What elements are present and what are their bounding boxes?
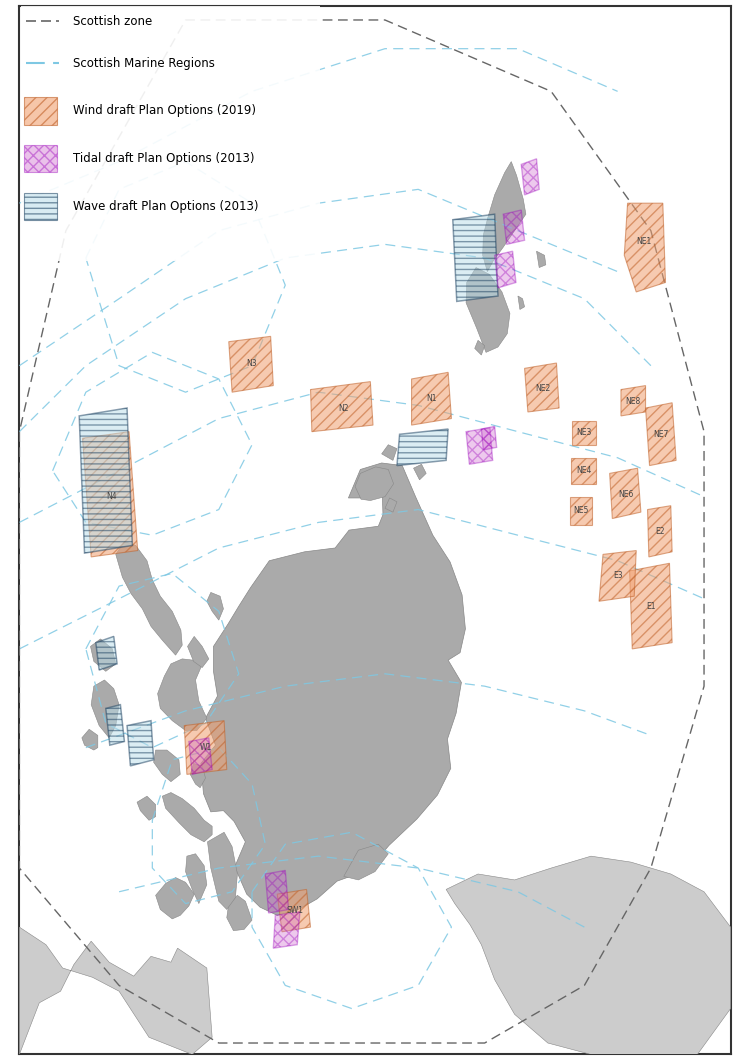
Text: NE1: NE1: [637, 237, 652, 246]
Polygon shape: [201, 463, 466, 916]
Text: SW1: SW1: [286, 906, 303, 915]
Bar: [24, 193, 56, 220]
Polygon shape: [475, 340, 484, 355]
Polygon shape: [382, 445, 397, 460]
Polygon shape: [266, 870, 289, 913]
Polygon shape: [570, 497, 592, 525]
Polygon shape: [20, 928, 212, 1055]
Polygon shape: [621, 386, 646, 416]
Polygon shape: [190, 763, 206, 788]
Polygon shape: [184, 721, 226, 775]
Text: Tidal draft Plan Options (2013): Tidal draft Plan Options (2013): [73, 153, 254, 165]
Polygon shape: [82, 729, 98, 750]
Polygon shape: [106, 705, 124, 745]
Polygon shape: [629, 563, 672, 649]
Polygon shape: [91, 639, 116, 671]
Polygon shape: [310, 382, 373, 431]
Text: NE4: NE4: [576, 466, 592, 475]
Polygon shape: [610, 469, 641, 518]
Polygon shape: [185, 853, 207, 903]
Text: N3: N3: [247, 358, 257, 368]
Polygon shape: [92, 679, 119, 738]
Polygon shape: [446, 856, 730, 1055]
Text: NE3: NE3: [577, 428, 592, 438]
Text: N2: N2: [338, 404, 349, 412]
Polygon shape: [524, 363, 560, 412]
Polygon shape: [154, 750, 180, 781]
Polygon shape: [229, 336, 273, 392]
Text: Scottish zone: Scottish zone: [73, 15, 152, 28]
Polygon shape: [647, 506, 672, 556]
Text: NE2: NE2: [536, 384, 550, 392]
Text: E1: E1: [646, 602, 656, 611]
Bar: [21, 5, 320, 262]
Text: Scottish Marine Regions: Scottish Marine Regions: [73, 56, 214, 70]
Polygon shape: [207, 593, 224, 620]
Text: Wave draft Plan Options (2013): Wave draft Plan Options (2013): [73, 200, 258, 213]
Polygon shape: [385, 498, 397, 512]
Polygon shape: [137, 796, 156, 820]
Polygon shape: [572, 421, 596, 445]
Bar: [24, 145, 56, 173]
Text: N1: N1: [426, 394, 436, 403]
Polygon shape: [495, 251, 516, 288]
Polygon shape: [127, 721, 154, 766]
Polygon shape: [482, 426, 496, 449]
Polygon shape: [226, 896, 252, 931]
Text: E3: E3: [613, 571, 622, 581]
Polygon shape: [518, 296, 524, 310]
Text: W1: W1: [200, 743, 211, 753]
Polygon shape: [412, 372, 452, 425]
Text: N4: N4: [106, 492, 116, 501]
Polygon shape: [624, 204, 665, 292]
Text: NE8: NE8: [626, 396, 640, 406]
Polygon shape: [466, 267, 510, 352]
Polygon shape: [96, 636, 117, 670]
Polygon shape: [116, 542, 182, 655]
Bar: [24, 98, 56, 124]
Polygon shape: [355, 466, 394, 500]
Polygon shape: [156, 878, 194, 919]
Text: NE7: NE7: [653, 429, 668, 439]
Polygon shape: [466, 428, 493, 464]
Polygon shape: [646, 403, 676, 465]
Polygon shape: [483, 161, 526, 271]
Polygon shape: [188, 636, 209, 668]
Polygon shape: [397, 429, 448, 465]
Polygon shape: [162, 793, 212, 842]
Polygon shape: [536, 251, 546, 267]
Polygon shape: [453, 214, 498, 301]
Polygon shape: [521, 159, 539, 195]
Polygon shape: [82, 431, 138, 556]
Polygon shape: [80, 408, 133, 553]
Text: E2: E2: [655, 527, 664, 536]
Text: Wind draft Plan Options (2019): Wind draft Plan Options (2019): [73, 104, 256, 118]
Polygon shape: [158, 659, 207, 730]
Polygon shape: [273, 912, 300, 949]
Polygon shape: [189, 738, 212, 775]
Polygon shape: [208, 832, 238, 909]
Polygon shape: [599, 550, 636, 601]
Polygon shape: [413, 464, 426, 480]
Text: NE5: NE5: [574, 507, 589, 515]
Polygon shape: [278, 889, 310, 932]
Text: NE6: NE6: [618, 490, 633, 498]
Polygon shape: [344, 844, 388, 880]
Polygon shape: [503, 210, 524, 245]
Polygon shape: [571, 458, 596, 483]
